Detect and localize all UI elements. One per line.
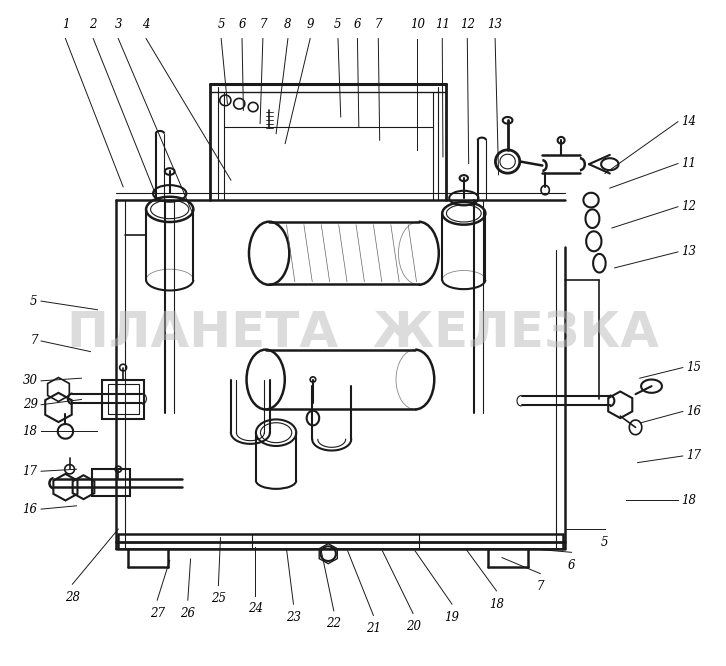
- Text: 6: 6: [568, 559, 575, 572]
- Text: 8: 8: [284, 17, 292, 31]
- Text: 10: 10: [409, 17, 425, 31]
- Bar: [118, 534, 563, 549]
- Text: 1: 1: [62, 17, 69, 31]
- Text: 24: 24: [248, 602, 263, 615]
- Text: ПЛАНЕТА  ЖЕЛЕЗКА: ПЛАНЕТА ЖЕЛЕЗКА: [67, 309, 659, 357]
- Text: 13: 13: [682, 245, 696, 258]
- Text: 15: 15: [686, 361, 701, 374]
- Text: 19: 19: [444, 611, 460, 624]
- Text: 9: 9: [306, 17, 314, 31]
- Text: 12: 12: [682, 200, 696, 213]
- Text: 13: 13: [488, 17, 502, 31]
- Text: 7: 7: [30, 334, 38, 348]
- Text: 18: 18: [489, 597, 504, 611]
- Text: 7: 7: [375, 17, 382, 31]
- Text: 17: 17: [23, 465, 38, 478]
- Text: 29: 29: [23, 398, 38, 412]
- Text: 5: 5: [30, 294, 38, 308]
- Text: 22: 22: [326, 617, 341, 631]
- Text: 30: 30: [23, 374, 38, 388]
- Text: 18: 18: [23, 425, 38, 438]
- Text: 25: 25: [211, 592, 226, 605]
- Text: 5: 5: [334, 17, 342, 31]
- Text: 3: 3: [115, 17, 122, 31]
- Text: 5: 5: [601, 535, 608, 549]
- Text: 2: 2: [89, 17, 97, 31]
- Text: 18: 18: [682, 494, 696, 507]
- Text: 20: 20: [406, 620, 420, 633]
- Text: 16: 16: [23, 503, 38, 515]
- Text: 12: 12: [460, 17, 475, 31]
- Text: 16: 16: [686, 405, 701, 418]
- Text: 27: 27: [150, 607, 165, 620]
- Text: 11: 11: [435, 17, 450, 31]
- Text: 11: 11: [682, 157, 696, 170]
- Text: 14: 14: [682, 115, 696, 128]
- Text: 23: 23: [286, 611, 301, 624]
- Text: 7: 7: [537, 580, 544, 593]
- Text: 26: 26: [180, 607, 195, 620]
- Text: 7: 7: [259, 17, 266, 31]
- Bar: [102, 380, 144, 420]
- Text: 4: 4: [142, 17, 150, 31]
- Text: 6: 6: [238, 17, 246, 31]
- Text: 6: 6: [354, 17, 362, 31]
- Bar: [108, 384, 139, 414]
- Text: 17: 17: [686, 450, 701, 462]
- Text: 5: 5: [217, 17, 225, 31]
- Text: 28: 28: [65, 591, 80, 604]
- Text: 21: 21: [366, 622, 381, 635]
- Bar: [92, 470, 130, 496]
